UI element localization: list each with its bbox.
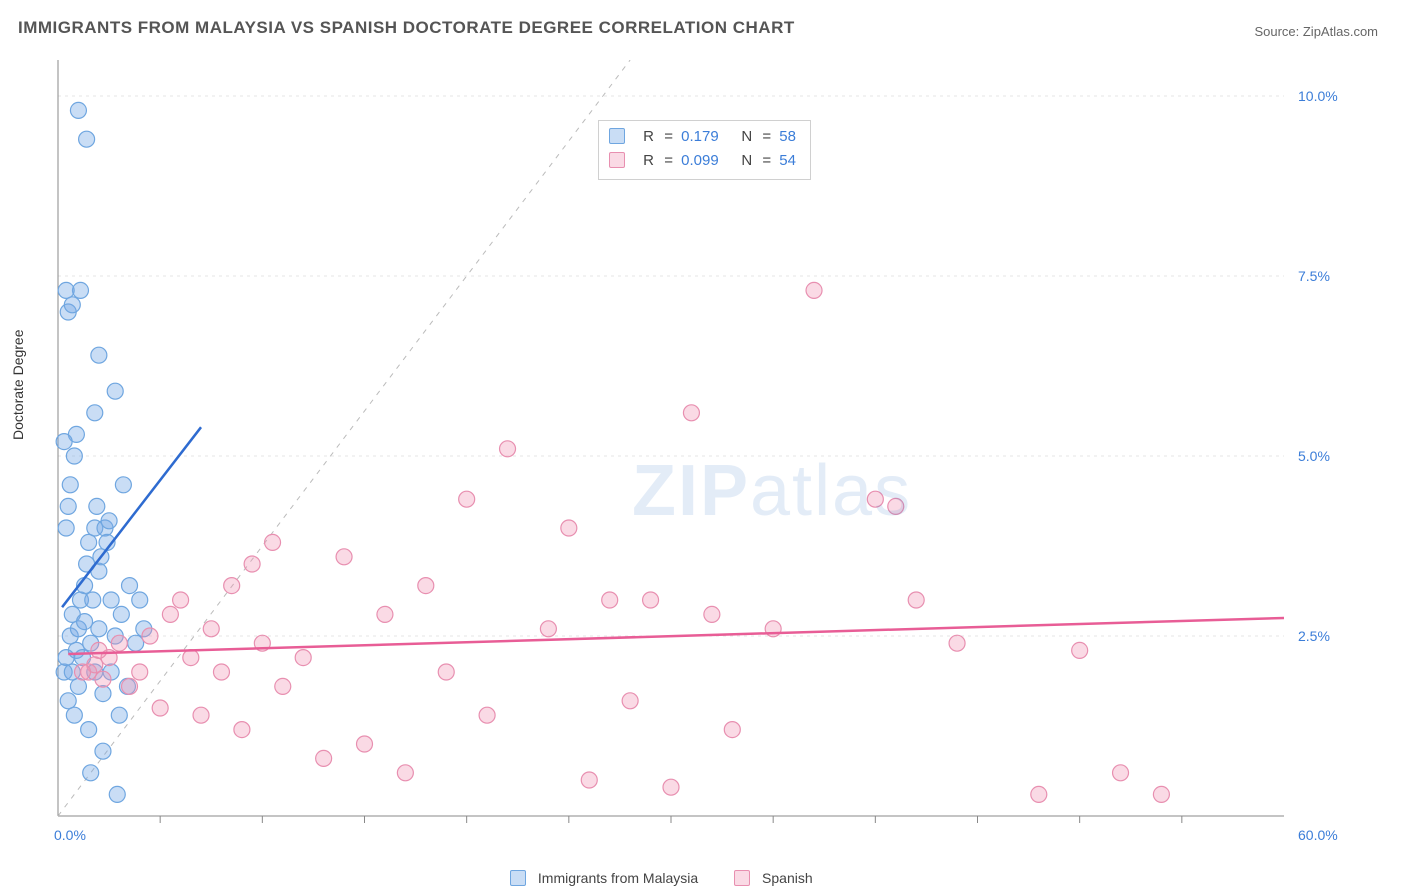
source-attribution: Source: ZipAtlas.com: [1254, 24, 1378, 39]
stats-row-malaysia: R = 0.179 N = 58: [609, 125, 796, 149]
legend-bottom: Immigrants from Malaysia Spanish: [510, 870, 813, 886]
swatch-malaysia-icon: [609, 128, 625, 144]
svg-text:0.0%: 0.0%: [54, 827, 86, 842]
legend-label: Immigrants from Malaysia: [538, 870, 698, 886]
y-axis-label: Doctorate Degree: [10, 329, 26, 440]
stats-row-spanish: R = 0.099 N = 54: [609, 149, 796, 173]
chart-title: IMMIGRANTS FROM MALAYSIA VS SPANISH DOCT…: [18, 18, 795, 38]
swatch-spanish-icon: [734, 870, 750, 886]
legend-item-malaysia: Immigrants from Malaysia: [510, 870, 698, 886]
svg-text:10.0%: 10.0%: [1298, 88, 1338, 104]
svg-text:5.0%: 5.0%: [1298, 448, 1330, 464]
correlation-stats-box: R = 0.179 N = 58 R = 0.099 N = 54: [598, 120, 811, 180]
legend-item-spanish: Spanish: [734, 870, 812, 886]
svg-text:2.5%: 2.5%: [1298, 628, 1330, 644]
swatch-malaysia-icon: [510, 870, 526, 886]
chart-area: 2.5%5.0%7.5%10.0%0.0%60.0% ZIPatlas R = …: [52, 60, 1352, 842]
swatch-spanish-icon: [609, 152, 625, 168]
svg-text:60.0%: 60.0%: [1298, 827, 1338, 842]
legend-label: Spanish: [762, 870, 813, 886]
svg-text:7.5%: 7.5%: [1298, 268, 1330, 284]
